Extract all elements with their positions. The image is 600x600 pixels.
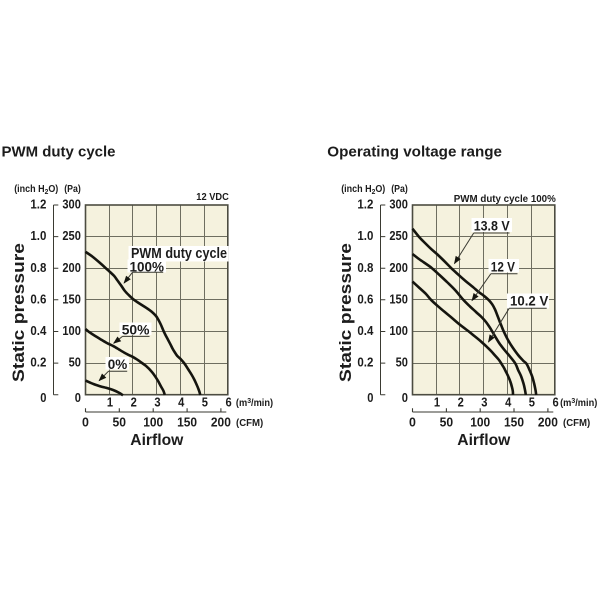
svg-text:PWM duty cycle 100%: PWM duty cycle 100% (454, 193, 557, 205)
svg-text:1.0: 1.0 (30, 229, 46, 243)
svg-text:100: 100 (62, 324, 81, 338)
svg-text:0.4: 0.4 (357, 324, 373, 338)
svg-text:0: 0 (82, 414, 89, 429)
svg-text:300: 300 (62, 198, 81, 212)
svg-text:100: 100 (389, 324, 408, 338)
svg-text:(CFM): (CFM) (563, 418, 590, 429)
svg-text:1.2: 1.2 (30, 198, 46, 212)
svg-text:(inch H2O): (inch H2O) (341, 184, 385, 196)
svg-text:1.2: 1.2 (357, 198, 373, 212)
svg-text:0%: 0% (108, 356, 128, 372)
svg-text:Airflow: Airflow (130, 432, 183, 449)
svg-text:12 VDC: 12 VDC (196, 191, 229, 203)
svg-text:12 V: 12 V (491, 259, 515, 274)
svg-text:50%: 50% (122, 322, 150, 338)
svg-text:50: 50 (396, 356, 408, 370)
svg-text:10.2 V: 10.2 V (510, 294, 548, 309)
svg-text:Operating voltage range: Operating voltage range (327, 145, 502, 161)
svg-text:3: 3 (481, 396, 487, 410)
svg-text:(CFM): (CFM) (236, 418, 263, 429)
svg-text:200: 200 (62, 261, 81, 275)
svg-text:(inch H2O): (inch H2O) (14, 184, 58, 196)
svg-text:5: 5 (202, 396, 208, 410)
svg-text:250: 250 (62, 229, 81, 243)
svg-text:0: 0 (40, 391, 46, 405)
svg-text:0.2: 0.2 (30, 356, 46, 370)
svg-text:250: 250 (389, 229, 408, 243)
svg-text:200: 200 (211, 414, 231, 429)
svg-text:Static pressure: Static pressure (9, 243, 28, 382)
svg-text:100: 100 (470, 414, 490, 429)
svg-text:200: 200 (389, 261, 408, 275)
svg-text:100%: 100% (130, 259, 165, 275)
svg-text:0.2: 0.2 (357, 356, 373, 370)
svg-text:2: 2 (131, 396, 137, 410)
svg-text:PWM duty cycle: PWM duty cycle (2, 145, 116, 161)
svg-text:(m3/min): (m3/min) (560, 396, 597, 409)
svg-text:0.8: 0.8 (357, 261, 373, 275)
svg-text:0.6: 0.6 (357, 292, 373, 306)
svg-text:0: 0 (75, 391, 81, 405)
svg-text:150: 150 (389, 292, 408, 306)
svg-text:100: 100 (143, 414, 163, 429)
svg-text:4: 4 (178, 396, 184, 410)
svg-text:0.6: 0.6 (30, 292, 46, 306)
svg-text:Airflow: Airflow (457, 432, 510, 449)
svg-text:50: 50 (69, 356, 81, 370)
svg-text:6: 6 (553, 396, 559, 410)
svg-text:5: 5 (529, 396, 535, 410)
svg-text:50: 50 (440, 414, 454, 429)
svg-text:(m3/min): (m3/min) (236, 396, 273, 409)
svg-text:0: 0 (402, 391, 408, 405)
svg-text:0.4: 0.4 (30, 324, 46, 338)
svg-text:13.8 V: 13.8 V (474, 218, 510, 233)
svg-text:6: 6 (226, 396, 232, 410)
svg-text:150: 150 (62, 292, 81, 306)
svg-text:0: 0 (367, 391, 373, 405)
svg-text:0.8: 0.8 (30, 261, 46, 275)
svg-text:150: 150 (177, 414, 197, 429)
svg-text:50: 50 (113, 414, 127, 429)
svg-text:0: 0 (409, 414, 416, 429)
svg-text:1: 1 (434, 396, 440, 410)
svg-text:PWM duty cycle: PWM duty cycle (131, 246, 227, 262)
svg-text:4: 4 (505, 396, 511, 410)
svg-text:1: 1 (107, 396, 113, 410)
svg-text:(Pa): (Pa) (391, 184, 408, 195)
svg-text:Static pressure: Static pressure (336, 243, 355, 382)
svg-text:1.0: 1.0 (357, 229, 373, 243)
svg-text:2: 2 (458, 396, 464, 410)
svg-text:150: 150 (504, 414, 524, 429)
svg-text:3: 3 (154, 396, 160, 410)
svg-text:(Pa): (Pa) (64, 184, 81, 195)
svg-text:300: 300 (389, 198, 408, 212)
svg-text:200: 200 (538, 414, 558, 429)
